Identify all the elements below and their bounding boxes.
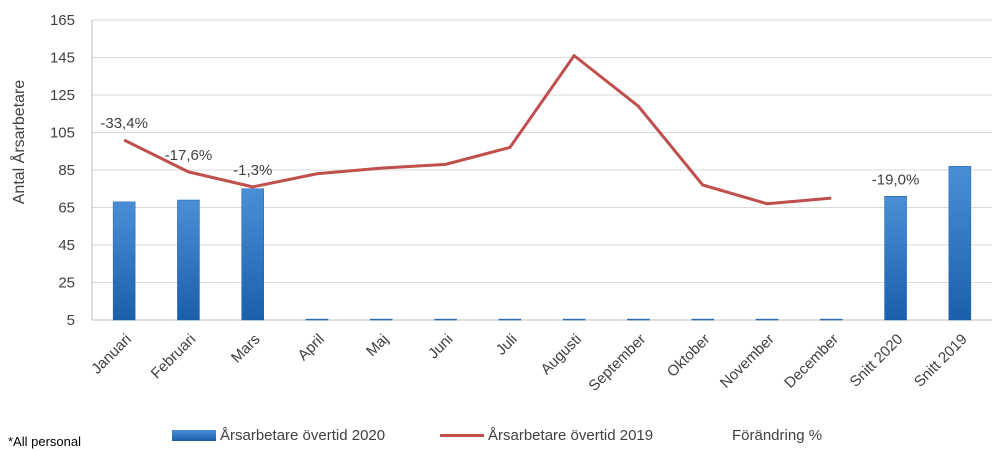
x-tick-label: Januari xyxy=(88,331,135,378)
y-axis-label: Antal Årsarbetare xyxy=(9,80,28,205)
legend-label-2020: Årsarbetare övertid 2020 xyxy=(220,427,386,444)
bar xyxy=(241,188,264,321)
bar xyxy=(562,318,586,321)
x-tick-label: November xyxy=(717,331,778,392)
legend-bar-swatch xyxy=(172,430,216,441)
legend-item-2019: Årsarbetare övertid 2019 xyxy=(440,427,653,444)
bar xyxy=(627,318,650,321)
bar xyxy=(177,199,200,321)
bar xyxy=(820,318,843,321)
legend-item-change: Förändring % xyxy=(732,427,822,444)
legend-label-change: Förändring % xyxy=(732,427,823,444)
change-annotation: -1,3% xyxy=(233,162,272,179)
y-tick-label: 105 xyxy=(50,125,75,142)
y-tick-label: 5 xyxy=(67,312,75,329)
change-annotation: -19,0% xyxy=(872,171,920,188)
bar xyxy=(370,318,393,321)
labels: Januari Februari Mars April Maj Juni Juli Augus… xyxy=(88,115,971,395)
legend: Årsarbetare övertid 2020 Årsarbetare öve… xyxy=(0,427,1000,449)
x-tick-label: Juni xyxy=(425,331,456,362)
legend-line-swatch xyxy=(440,434,484,437)
change-annotation: -17,6% xyxy=(165,147,213,164)
line-series xyxy=(123,54,832,206)
bar xyxy=(948,166,972,321)
y-tick-label: 65 xyxy=(58,200,75,217)
y-tick-label: 145 xyxy=(50,50,75,67)
bar xyxy=(884,196,907,321)
x-tick-label: Snitt 2020 xyxy=(847,331,907,391)
y-tick-label: 45 xyxy=(58,237,75,254)
y-tick-label: 85 xyxy=(58,162,75,179)
series-line xyxy=(123,54,832,206)
x-tick-label: Maj xyxy=(363,331,392,360)
x-tick-label: Augusti xyxy=(538,331,585,378)
bar-series xyxy=(112,166,972,321)
bar xyxy=(755,318,779,321)
x-tick-label: Oktober xyxy=(664,331,714,381)
footnote: *All personal xyxy=(8,434,81,449)
legend-label-2019: Årsarbetare övertid 2019 xyxy=(488,427,654,444)
change-annotation: -33,4% xyxy=(100,115,148,132)
bar xyxy=(691,318,714,321)
chart: 5 25 45 65 85 105 125 145 165 Januari Februari Mar… xyxy=(9,12,992,395)
x-tick-label: Snitt 2019 xyxy=(911,331,971,391)
y-tick-label: 25 xyxy=(58,275,75,292)
bar xyxy=(112,201,136,321)
bar xyxy=(305,318,329,321)
bar xyxy=(434,318,457,321)
grid-lines xyxy=(92,19,992,321)
x-tick-label: Februari xyxy=(148,331,200,383)
y-tick-label: 165 xyxy=(50,12,75,29)
bar xyxy=(498,318,522,321)
x-tick-label: Juli xyxy=(493,331,521,359)
x-tick-label: September xyxy=(585,331,649,395)
y-tick-label: 125 xyxy=(50,87,75,104)
x-tick-label: April xyxy=(295,331,328,364)
x-tick-label: December xyxy=(781,331,842,392)
x-tick-label: Mars xyxy=(228,331,264,367)
legend-item-2020: Årsarbetare övertid 2020 xyxy=(172,427,385,444)
